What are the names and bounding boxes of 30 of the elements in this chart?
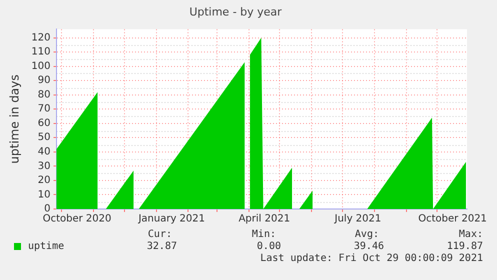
- y-tick-label: 10: [38, 189, 50, 200]
- y-tick-label: 100: [31, 60, 50, 72]
- chart-title: Uptime - by year: [189, 5, 282, 18]
- y-tick-label: 40: [38, 146, 50, 158]
- text: 39.46: [354, 241, 384, 252]
- y-tick-label: 110: [31, 46, 50, 58]
- y-tick-label: 50: [38, 132, 50, 144]
- legend-label: uptime: [28, 241, 64, 252]
- x-tick-label: October 2021: [418, 214, 487, 225]
- y-tick-label: 80: [38, 89, 50, 100]
- x-tick-label: July 2021: [334, 214, 382, 225]
- text: 119.87: [446, 241, 483, 252]
- y-tick-label: 20: [38, 175, 50, 186]
- y-tick-label: 70: [38, 104, 50, 115]
- y-tick-label: 30: [38, 160, 50, 172]
- y-tick-label: 0: [44, 204, 50, 215]
- y-tick-label: 90: [38, 75, 50, 86]
- y-tick-label: 60: [38, 118, 50, 129]
- y-tick-label: 120: [31, 32, 50, 44]
- y-axis-title: uptime in days: [7, 74, 22, 164]
- text: Last update: Fri Oct 29 00:00:09 2021: [260, 253, 483, 264]
- x-tick-label: October 2020: [42, 214, 112, 225]
- text: 0.00: [256, 241, 281, 252]
- text: Cur:: [148, 229, 172, 240]
- x-tick-label: April 2021: [238, 214, 290, 225]
- text: Min:: [252, 229, 276, 240]
- x-tick-label: January 2021: [137, 214, 205, 225]
- text: Avg:: [354, 229, 379, 240]
- text: Max:: [458, 229, 483, 240]
- text: 32.87: [146, 241, 177, 252]
